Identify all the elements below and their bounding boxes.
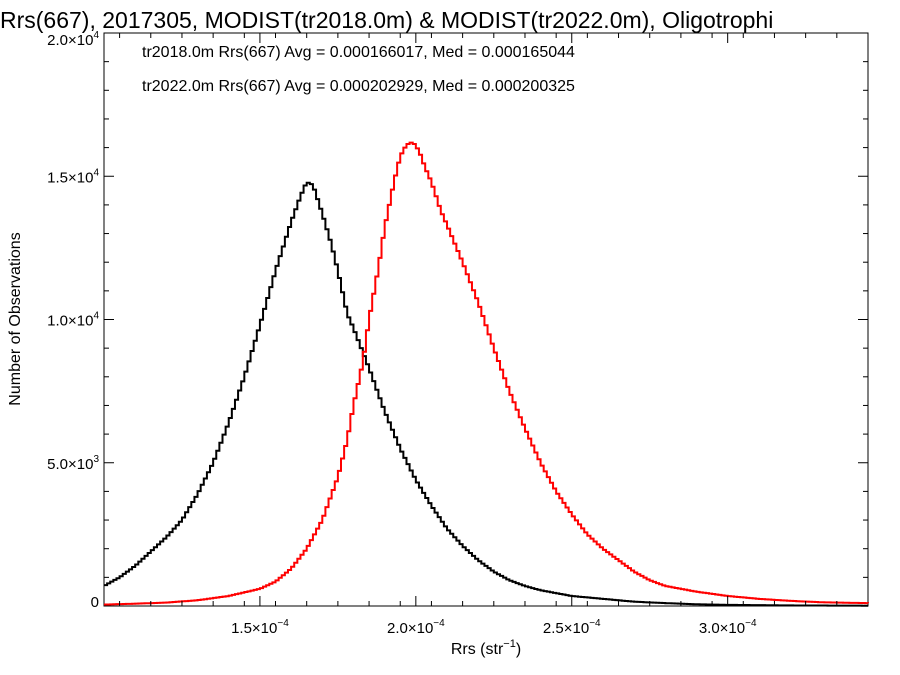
y-tick-label-3: 1.5×104: [47, 167, 99, 186]
legend-entry-tr2022: tr2022.0m Rrs(667) Avg = 0.000202929, Me…: [142, 78, 575, 95]
plot-area: [104, 141, 869, 607]
x-axis-label-base: Rrs (str: [451, 641, 504, 658]
y-tick-label-mantissa: 0: [91, 594, 99, 611]
y-tick-label-exponent: 4: [93, 311, 99, 322]
x-axis-label-close: ): [516, 641, 521, 658]
y-tick-label-mantissa: 1.5×10: [47, 169, 93, 186]
x-tick-label-mantissa: 2.5×10: [543, 620, 589, 637]
x-tick-label-2: 2.5×10−4: [543, 618, 601, 637]
x-tick-label-exponent: −4: [277, 618, 289, 629]
x-axis-label-exponent: −1: [503, 638, 516, 650]
y-tick-label-exponent: 3: [93, 454, 99, 465]
x-tick-label-1: 2.0×10−4: [387, 618, 445, 637]
y-tick-label-4: 2.0×104: [47, 30, 99, 49]
y-tick-label-1: 5.0×103: [47, 454, 99, 473]
y-tick-label-0: 0: [91, 594, 99, 611]
legend-entry-tr2018: tr2018.0m Rrs(667) Avg = 0.000166017, Me…: [142, 44, 575, 61]
x-tick-label-mantissa: 2.0×10: [387, 620, 433, 637]
plot-frame: [103, 32, 869, 607]
series-line-tr2018.0m: [104, 181, 868, 607]
y-tick-label-exponent: 4: [93, 167, 99, 178]
chart-title: Rrs(667), 2017305, MODIST(tr2018.0m) & M…: [0, 7, 773, 33]
x-tick-label-exponent: −4: [745, 618, 757, 629]
x-axis-ticks: 1.5×10−4 2.0×10−4 2.5×10−4 3.0×10−4: [119, 33, 838, 637]
x-tick-label-mantissa: 3.0×10: [699, 620, 745, 637]
x-tick-label-3: 3.0×10−4: [699, 618, 757, 637]
y-tick-label-exponent: 4: [93, 30, 99, 41]
y-tick-label-2: 1.0×104: [47, 311, 99, 330]
series-line-tr2022.0m: [104, 141, 869, 606]
x-tick-label-exponent: −4: [433, 618, 445, 629]
x-tick-label-0: 1.5×10−4: [231, 618, 289, 637]
y-tick-label-mantissa: 1.0×10: [47, 313, 93, 330]
y-tick-label-mantissa: 5.0×10: [47, 456, 93, 473]
x-tick-label-exponent: −4: [589, 618, 601, 629]
x-axis-label: Rrs (str−1): [451, 638, 521, 658]
y-tick-label-mantissa: 2.0×10: [47, 32, 93, 49]
x-tick-label-mantissa: 1.5×10: [231, 620, 277, 637]
y-axis-label: Number of Observations: [7, 232, 24, 405]
